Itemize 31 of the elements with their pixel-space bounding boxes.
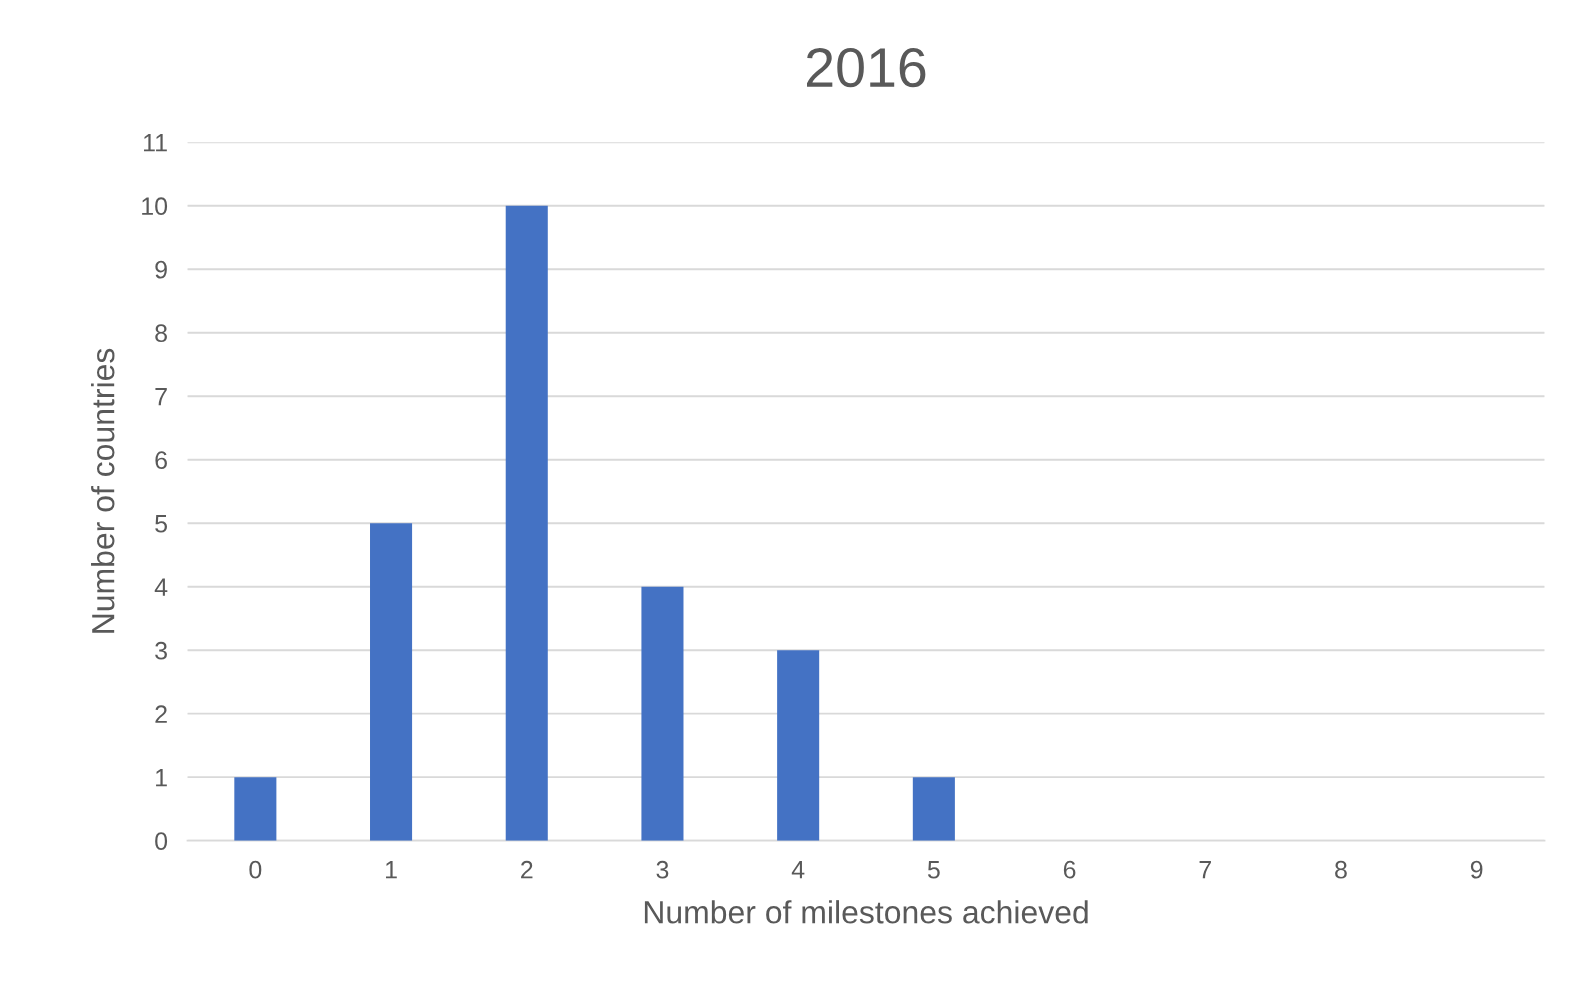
y-tick-label: 6 xyxy=(155,451,167,470)
y-tick-label: 0 xyxy=(155,832,168,851)
x-tick-label: 5 xyxy=(927,861,940,879)
x-tick-label: 9 xyxy=(1470,860,1483,879)
y-tick-label: 11 xyxy=(144,134,167,152)
y-tick-label: 8 xyxy=(155,324,167,343)
x-axis-title: Number of milestones achieved xyxy=(644,900,1088,924)
y-tick-label: 5 xyxy=(155,515,168,533)
y-tick-label: 9 xyxy=(155,260,167,279)
bar xyxy=(912,777,955,841)
y-axis-title: Number of countries xyxy=(91,348,115,633)
x-tick-label: 4 xyxy=(791,861,805,879)
bar xyxy=(777,650,820,841)
x-tick-label: 6 xyxy=(1063,860,1076,879)
y-tick-label: 10 xyxy=(142,197,168,216)
bar xyxy=(370,523,413,841)
bar xyxy=(641,586,684,841)
x-tick-label: 7 xyxy=(1199,861,1211,879)
x-tick-label: 8 xyxy=(1335,860,1347,879)
chart-title: 2016 xyxy=(807,47,926,88)
bar xyxy=(234,777,277,841)
x-tick-label: 3 xyxy=(656,860,669,879)
x-tick-label: 0 xyxy=(249,860,262,879)
x-tick-label: 2 xyxy=(521,860,533,879)
y-tick-label: 1 xyxy=(156,769,167,787)
y-tick-label: 7 xyxy=(155,388,167,406)
bar xyxy=(505,205,548,841)
y-tick-label: 4 xyxy=(154,578,168,596)
y-tick-label: 3 xyxy=(155,641,167,660)
x-tick-label: 1 xyxy=(386,861,397,879)
y-tick-label: 2 xyxy=(155,705,167,723)
